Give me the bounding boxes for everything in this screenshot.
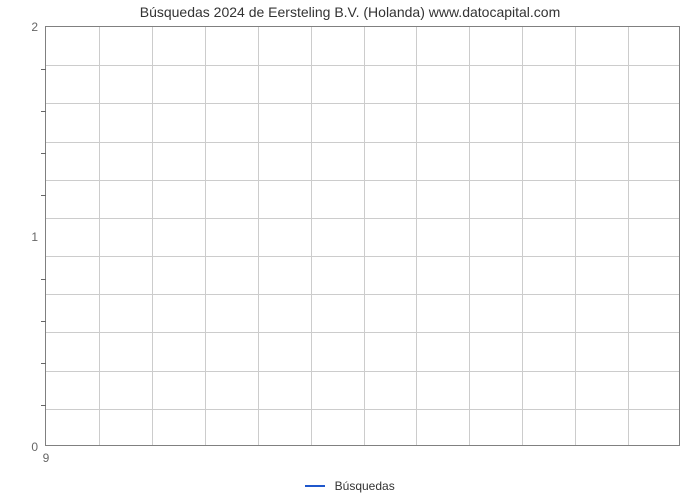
chart-container: Búsquedas 2024 de Eersteling B.V. (Holan… bbox=[0, 0, 700, 500]
y-axis-minor-tick bbox=[41, 111, 46, 112]
gridline-vertical bbox=[205, 27, 206, 445]
y-axis-minor-tick bbox=[41, 153, 46, 154]
gridline-vertical bbox=[575, 27, 576, 445]
gridline-vertical bbox=[469, 27, 470, 445]
y-axis-minor-tick bbox=[41, 363, 46, 364]
gridline-vertical bbox=[152, 27, 153, 445]
legend: Búsquedas bbox=[0, 478, 700, 493]
gridline-vertical bbox=[364, 27, 365, 445]
y-axis-minor-tick bbox=[41, 279, 46, 280]
gridline-vertical bbox=[628, 27, 629, 445]
y-axis-minor-tick bbox=[41, 195, 46, 196]
gridline-horizontal bbox=[46, 256, 679, 257]
y-axis-tick-label: 1 bbox=[31, 230, 46, 244]
gridline-horizontal bbox=[46, 218, 679, 219]
gridline-vertical bbox=[522, 27, 523, 445]
gridline-horizontal bbox=[46, 65, 679, 66]
y-axis-tick-label: 2 bbox=[31, 20, 46, 34]
gridline-horizontal bbox=[46, 180, 679, 181]
gridline-vertical bbox=[258, 27, 259, 445]
gridline-horizontal bbox=[46, 103, 679, 104]
gridline-horizontal bbox=[46, 371, 679, 372]
gridline-horizontal bbox=[46, 409, 679, 410]
x-axis-tick-label: 9 bbox=[43, 445, 50, 465]
y-axis-minor-tick bbox=[41, 69, 46, 70]
gridline-horizontal bbox=[46, 142, 679, 143]
legend-label: Búsquedas bbox=[335, 479, 395, 493]
legend-swatch bbox=[305, 485, 325, 487]
gridline-horizontal bbox=[46, 332, 679, 333]
gridline-horizontal bbox=[46, 294, 679, 295]
gridline-vertical bbox=[99, 27, 100, 445]
plot-area: 0129 bbox=[45, 26, 680, 446]
chart-title: Búsquedas 2024 de Eersteling B.V. (Holan… bbox=[0, 4, 700, 20]
gridline-vertical bbox=[311, 27, 312, 445]
y-axis-minor-tick bbox=[41, 321, 46, 322]
y-axis-minor-tick bbox=[41, 405, 46, 406]
gridline-vertical bbox=[416, 27, 417, 445]
